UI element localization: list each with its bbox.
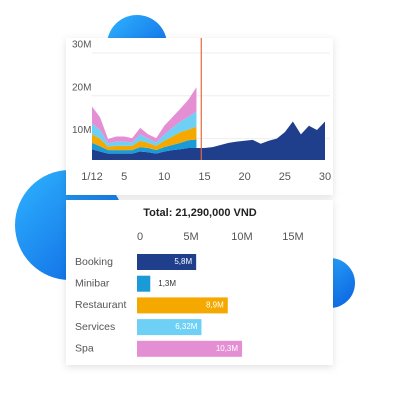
bar [137, 297, 228, 314]
x-tick-label: 15 [198, 171, 210, 183]
x-tick-label: 10 [158, 171, 170, 183]
x-tick-label: 0 [137, 231, 143, 243]
value-label: 5,8M [174, 257, 192, 266]
bar [137, 275, 151, 292]
value-label: 10,3M [216, 344, 239, 353]
x-tick-label: 5 [121, 171, 127, 183]
x-tick-label: 15M [282, 231, 303, 243]
plot-area [92, 87, 325, 160]
bar-title: Total: 21,290,000 VND [143, 207, 257, 219]
bar [137, 319, 202, 336]
bar-card [66, 200, 333, 365]
y-tick-label: 30M [72, 40, 91, 51]
x-tick-label: 1/12 [81, 171, 102, 183]
x-tick-label: 20 [239, 171, 251, 183]
area [92, 111, 197, 147]
x-tick-label: 10M [231, 231, 252, 243]
area-card [66, 38, 333, 195]
value-label: 6,32M [175, 322, 198, 331]
area [92, 139, 197, 154]
area [92, 121, 325, 160]
value-label: 8,9M [206, 301, 224, 310]
category-label: Minibar [75, 277, 110, 289]
bar [137, 340, 243, 357]
category-label: Spa [75, 343, 94, 355]
bar-chart: Total: 21,290,000 VND 0 5M 10M 15M Booking 5,… [75, 207, 304, 357]
area-chart: 10M 20M 30M 1/12 5 10 15 20 25 30 [72, 38, 331, 183]
y-tick-label: 20M [72, 82, 91, 93]
value-label: 1,3M [158, 279, 176, 288]
x-tick-label: 25 [279, 171, 291, 183]
category-label: Booking [75, 256, 113, 268]
area [92, 126, 197, 151]
category-label: Services [75, 321, 115, 333]
x-tick-label: 5M [183, 231, 198, 243]
bar [137, 254, 197, 270]
x-tick-label: 30 [319, 171, 331, 183]
y-tick-label: 10M [72, 125, 91, 136]
category-label: Restaurant [75, 299, 126, 311]
area [92, 87, 197, 144]
